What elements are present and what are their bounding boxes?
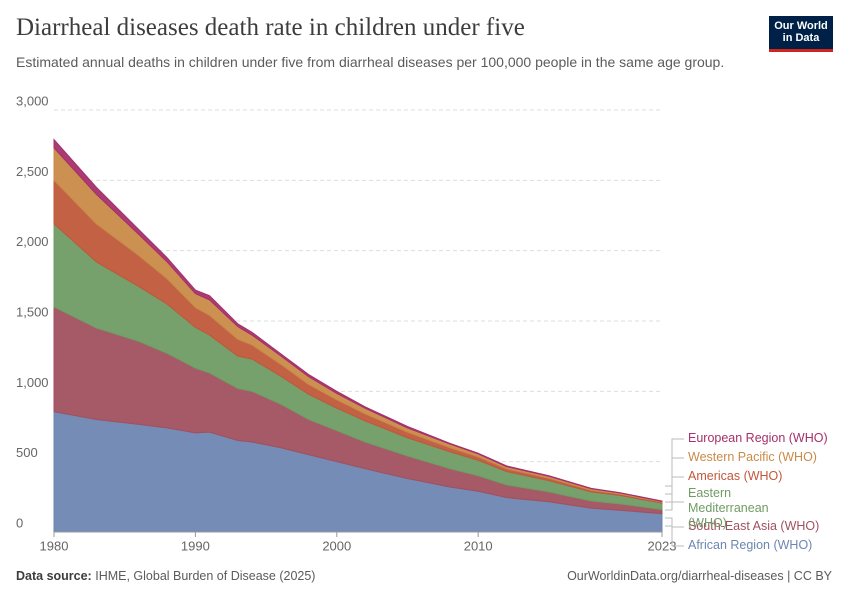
chart-title: Diarrheal diseases death rate in childre… <box>16 14 525 41</box>
y-tick-label: 2,000 <box>16 234 49 249</box>
legend-connector <box>665 438 684 487</box>
legend-connector <box>665 501 684 511</box>
y-tick-label: 1,000 <box>16 375 49 390</box>
area <box>53 138 663 502</box>
legend-connector <box>665 525 684 547</box>
x-tick-label: 2010 <box>464 538 493 553</box>
legend-connector <box>665 476 684 503</box>
legend-entry[interactable]: African Region (WHO) <box>688 538 813 552</box>
x-tick-label: 2023 <box>648 538 677 553</box>
legend-entry[interactable]: European Region (WHO) <box>688 431 828 445</box>
legend-connector <box>665 457 684 495</box>
source: Data source: IHME, Global Burden of Dise… <box>16 569 315 583</box>
logo[interactable]: Our World in Data <box>769 16 833 52</box>
y-tick-label: 1,500 <box>16 304 49 319</box>
y-tick-label: 2,500 <box>16 164 49 179</box>
source-label: Data source: <box>16 569 92 583</box>
legend-entry[interactable]: Eastern Mediterranean (WHO) <box>688 486 769 530</box>
legend-entry[interactable]: South-East Asia (WHO) <box>688 519 820 533</box>
y-tick-label: 3,000 <box>16 93 49 108</box>
legend-connector <box>665 517 684 528</box>
x-tick-label: 1980 <box>40 538 69 553</box>
y-tick-label: 0 <box>16 515 23 530</box>
legend-entry[interactable]: Americas (WHO) <box>688 469 783 483</box>
x-tick-label: 1990 <box>181 538 210 553</box>
x-tick-label: 2000 <box>322 538 351 553</box>
source-text: IHME, Global Burden of Disease (2025) <box>95 569 316 583</box>
chart-subtitle: Estimated annual deaths in children unde… <box>16 54 725 70</box>
source-url[interactable]: OurWorldinData.org/diarrheal-diseases | … <box>567 569 832 583</box>
y-tick-label: 500 <box>16 445 38 460</box>
legend-entry[interactable]: Western Pacific (WHO) <box>688 450 817 464</box>
